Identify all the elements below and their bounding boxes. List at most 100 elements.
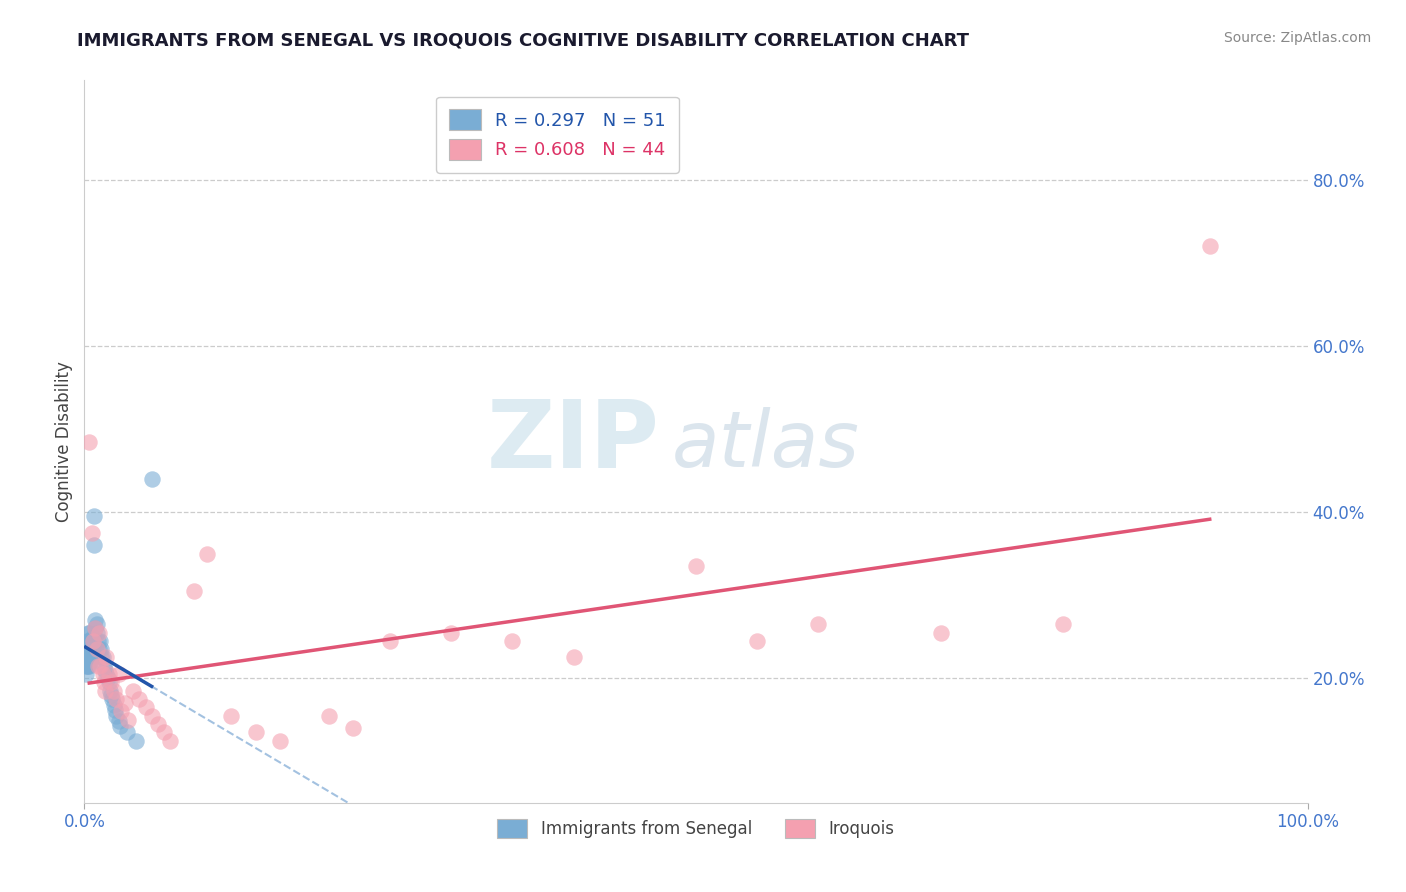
Point [76, 633, 98, 648]
Point [103, 683, 125, 698]
Point [110, 705, 132, 719]
Point [502, 633, 524, 648]
Point [76, 658, 98, 673]
Point [146, 717, 169, 731]
Point [76, 642, 98, 657]
Point [100, 675, 122, 690]
Point [94, 663, 117, 677]
Point [269, 733, 291, 747]
Point [90, 642, 112, 657]
Point [108, 719, 131, 733]
Point [380, 633, 402, 648]
Point [183, 584, 205, 599]
Point [93, 658, 115, 673]
Point [77, 633, 100, 648]
Point [77, 650, 100, 665]
Point [153, 725, 176, 739]
Point [1198, 239, 1220, 253]
Point [929, 625, 952, 640]
Text: IMMIGRANTS FROM SENEGAL VS IROQUOIS COGNITIVE DISABILITY CORRELATION CHART: IMMIGRANTS FROM SENEGAL VS IROQUOIS COGN… [77, 31, 969, 49]
Point [807, 617, 830, 632]
Point [97, 675, 120, 690]
Point [87, 625, 110, 640]
Point [91, 650, 114, 665]
Point [79, 633, 101, 648]
Point [342, 721, 364, 735]
Point [87, 642, 110, 657]
Point [440, 625, 463, 640]
Point [107, 714, 129, 729]
Point [75, 667, 97, 681]
Point [82, 633, 104, 648]
Y-axis label: Cognitive Disability: Cognitive Disability [55, 361, 73, 522]
Point [104, 703, 127, 717]
Point [89, 658, 111, 673]
Point [90, 650, 112, 665]
Point [103, 698, 125, 712]
Point [82, 646, 104, 660]
Point [141, 472, 163, 486]
Point [77, 658, 100, 673]
Point [159, 733, 181, 747]
Point [77, 633, 100, 648]
Point [107, 667, 129, 681]
Point [105, 708, 128, 723]
Point [75, 658, 97, 673]
Legend: Immigrants from Senegal, Iroquois: Immigrants from Senegal, Iroquois [491, 813, 901, 845]
Point [97, 667, 120, 681]
Point [747, 633, 769, 648]
Point [117, 713, 139, 727]
Point [122, 683, 145, 698]
Point [115, 725, 138, 739]
Point [101, 692, 124, 706]
Point [318, 708, 340, 723]
Text: ZIP: ZIP [486, 395, 659, 488]
Point [84, 613, 107, 627]
Point [94, 683, 117, 698]
Point [87, 658, 110, 673]
Point [128, 692, 150, 706]
Point [75, 650, 97, 665]
Point [80, 650, 103, 665]
Point [80, 642, 103, 657]
Point [97, 671, 120, 685]
Point [84, 621, 107, 635]
Point [79, 655, 101, 669]
Point [77, 625, 100, 640]
Text: atlas: atlas [672, 407, 859, 483]
Point [1052, 617, 1074, 632]
Point [79, 642, 101, 657]
Point [80, 525, 103, 540]
Point [100, 688, 122, 702]
Point [84, 621, 107, 635]
Point [685, 559, 707, 574]
Point [77, 434, 100, 449]
Point [77, 658, 100, 673]
Point [114, 696, 136, 710]
Point [135, 700, 157, 714]
Point [77, 625, 100, 640]
Point [93, 675, 115, 690]
Point [77, 642, 100, 657]
Point [98, 683, 121, 698]
Point [125, 733, 148, 747]
Text: Source: ZipAtlas.com: Source: ZipAtlas.com [1223, 31, 1371, 45]
Point [105, 692, 128, 706]
Point [87, 633, 110, 648]
Point [91, 667, 114, 681]
Point [86, 617, 108, 632]
Point [219, 708, 242, 723]
Point [82, 630, 104, 644]
Point [562, 650, 585, 665]
Point [141, 708, 163, 723]
Point [96, 667, 118, 681]
Point [83, 538, 105, 552]
Point [96, 650, 118, 665]
Point [86, 642, 108, 657]
Point [89, 633, 111, 648]
Point [82, 638, 104, 652]
Point [83, 509, 105, 524]
Point [76, 650, 98, 665]
Point [245, 725, 267, 739]
Point [86, 625, 108, 640]
